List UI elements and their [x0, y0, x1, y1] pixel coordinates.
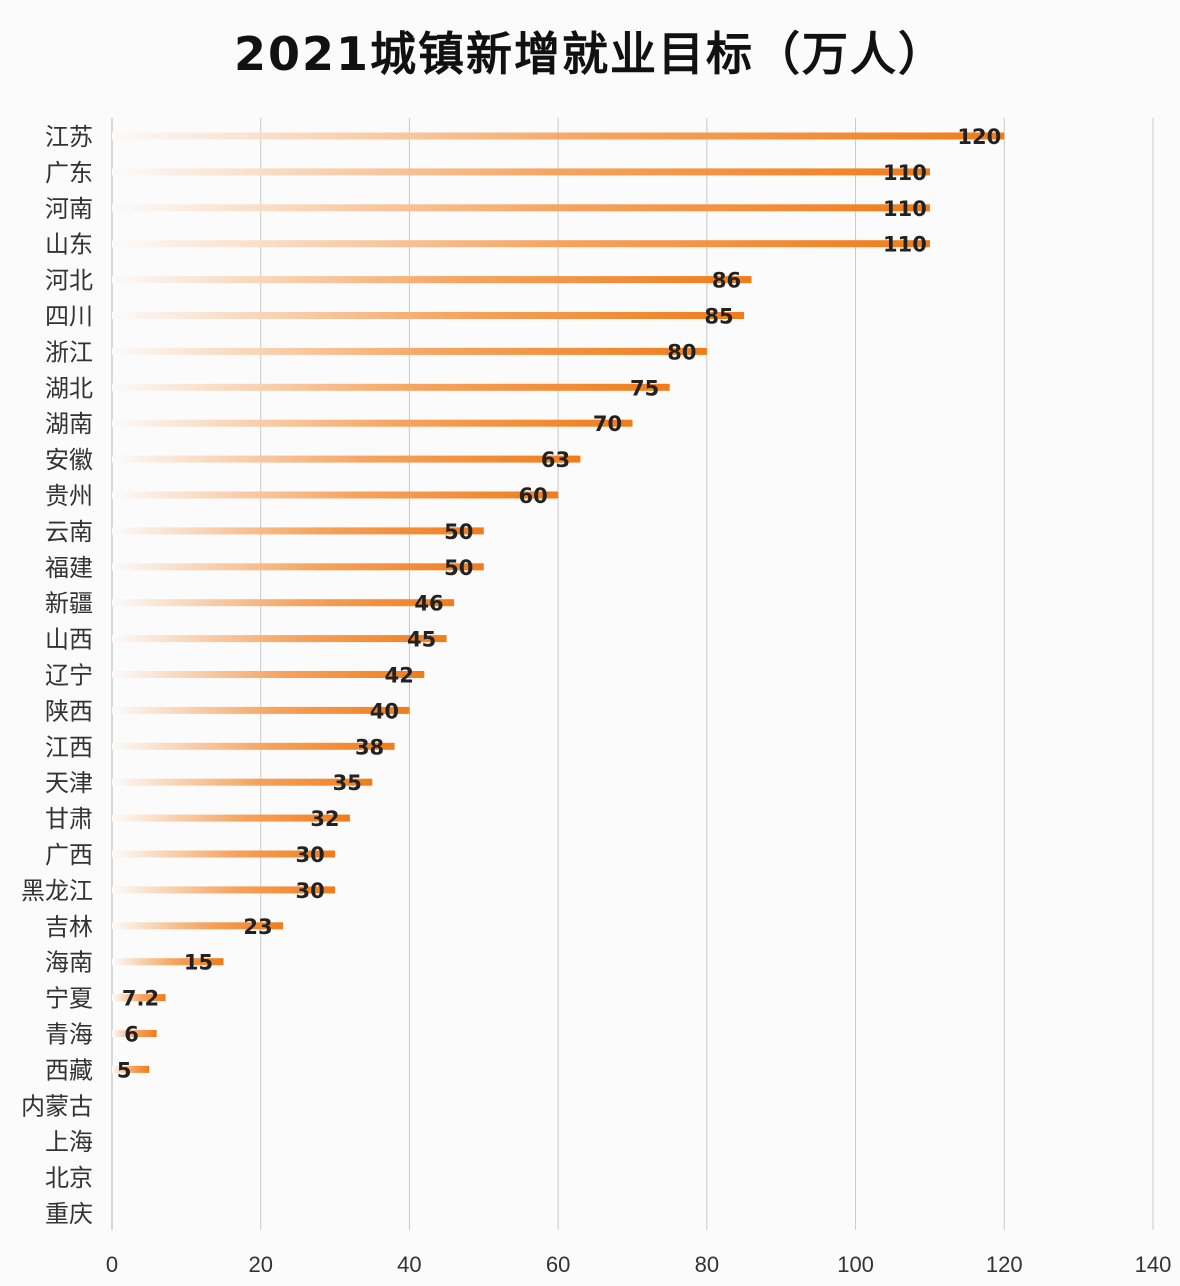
bar — [112, 994, 166, 1002]
bar — [112, 1030, 157, 1037]
data-label: 30 — [295, 879, 324, 903]
data-label: 120 — [957, 125, 1001, 149]
category-label: 江西 — [45, 733, 93, 761]
bar — [112, 491, 559, 499]
bar — [112, 240, 930, 248]
category-label: 海南 — [45, 949, 93, 977]
bars — [112, 132, 1005, 1073]
bar — [112, 1065, 150, 1073]
data-label: 60 — [519, 484, 548, 508]
data-label: 110 — [883, 161, 927, 185]
bar — [112, 347, 707, 355]
x-axis-ticks: 0 20 40 60 80 100 120 140 — [106, 1252, 1171, 1277]
data-label: 50 — [444, 556, 473, 580]
data-label: 38 — [355, 735, 384, 759]
category-label: 湖北 — [45, 374, 93, 402]
category-label: 内蒙古 — [21, 1092, 93, 1120]
category-label: 青海 — [45, 1021, 93, 1049]
category-labels: 江苏广东河南山东河北四川浙江湖北湖南安徽贵州云南福建新疆山西辽宁陕西江西天津甘肃… — [21, 123, 93, 1228]
bar — [112, 886, 336, 894]
bar — [112, 814, 350, 822]
category-label: 湖南 — [45, 410, 93, 438]
data-label: 75 — [630, 376, 659, 400]
bar — [112, 958, 224, 966]
category-label: 山东 — [45, 231, 93, 259]
x-tick-label: 60 — [546, 1252, 570, 1277]
bar — [112, 671, 425, 678]
category-label: 新疆 — [45, 590, 93, 618]
data-label: 85 — [704, 305, 733, 329]
category-label: 天津 — [45, 769, 93, 797]
category-label: 西藏 — [45, 1056, 93, 1084]
x-tick-label: 0 — [106, 1252, 118, 1277]
category-label: 河南 — [45, 195, 93, 223]
data-label: 7.2 — [122, 987, 159, 1011]
category-label: 河北 — [45, 267, 93, 295]
bar — [112, 455, 581, 463]
data-label: 15 — [184, 951, 213, 975]
bar — [112, 419, 633, 427]
data-labels: 1201101101108685807570636050504645424038… — [117, 125, 1001, 1082]
data-label: 110 — [883, 233, 927, 257]
bar — [112, 742, 395, 750]
data-label: 80 — [667, 340, 696, 364]
bar — [112, 599, 455, 607]
category-label: 广西 — [45, 841, 93, 869]
data-label: 35 — [333, 771, 362, 795]
data-label: 50 — [444, 520, 473, 544]
category-label: 江苏 — [45, 123, 93, 151]
category-label: 陕西 — [45, 697, 93, 725]
bar — [112, 204, 930, 212]
category-label: 黑龙江 — [21, 877, 93, 905]
data-label: 6 — [124, 1023, 139, 1047]
bar — [112, 706, 410, 714]
data-label: 42 — [385, 664, 414, 688]
bar — [112, 276, 752, 284]
category-label: 上海 — [45, 1128, 93, 1156]
bar — [112, 132, 1005, 140]
data-label: 63 — [541, 448, 570, 472]
data-label: 40 — [370, 699, 399, 723]
data-label: 70 — [593, 412, 622, 436]
data-label: 32 — [310, 807, 339, 831]
category-label: 宁夏 — [45, 985, 93, 1013]
category-label: 吉林 — [45, 913, 93, 941]
data-label: 110 — [883, 197, 927, 221]
category-label: 山西 — [45, 626, 93, 654]
x-tick-label: 80 — [695, 1252, 719, 1277]
category-label: 重庆 — [45, 1200, 93, 1228]
category-label: 安徽 — [45, 446, 93, 474]
category-label: 贵州 — [45, 482, 93, 510]
bar — [112, 563, 484, 571]
bar — [112, 312, 745, 319]
x-tick-label: 40 — [397, 1252, 421, 1277]
data-label: 23 — [243, 915, 272, 939]
data-label: 46 — [414, 592, 443, 616]
chart-title: 2021城镇新增就业目标（万人） — [233, 27, 947, 81]
bar — [112, 168, 930, 176]
x-tick-label: 20 — [248, 1252, 272, 1277]
category-label: 辽宁 — [45, 662, 93, 690]
bar — [112, 778, 373, 786]
bar — [112, 383, 670, 391]
category-label: 广东 — [45, 159, 93, 187]
x-tick-label: 120 — [986, 1252, 1023, 1277]
data-label: 45 — [407, 628, 436, 652]
x-tick-label: 140 — [1135, 1252, 1172, 1277]
data-label: 30 — [295, 843, 324, 867]
category-label: 浙江 — [45, 338, 93, 366]
bar — [112, 850, 336, 858]
x-tick-label: 100 — [837, 1252, 874, 1277]
data-label: 86 — [712, 269, 741, 293]
bar — [112, 635, 447, 643]
category-label: 甘肃 — [45, 805, 93, 833]
bar — [112, 527, 484, 535]
category-label: 福建 — [45, 554, 93, 582]
category-label: 云南 — [45, 518, 93, 546]
category-label: 北京 — [45, 1164, 93, 1192]
bar — [112, 922, 284, 930]
category-label: 四川 — [45, 303, 93, 331]
data-label: 5 — [117, 1058, 132, 1082]
